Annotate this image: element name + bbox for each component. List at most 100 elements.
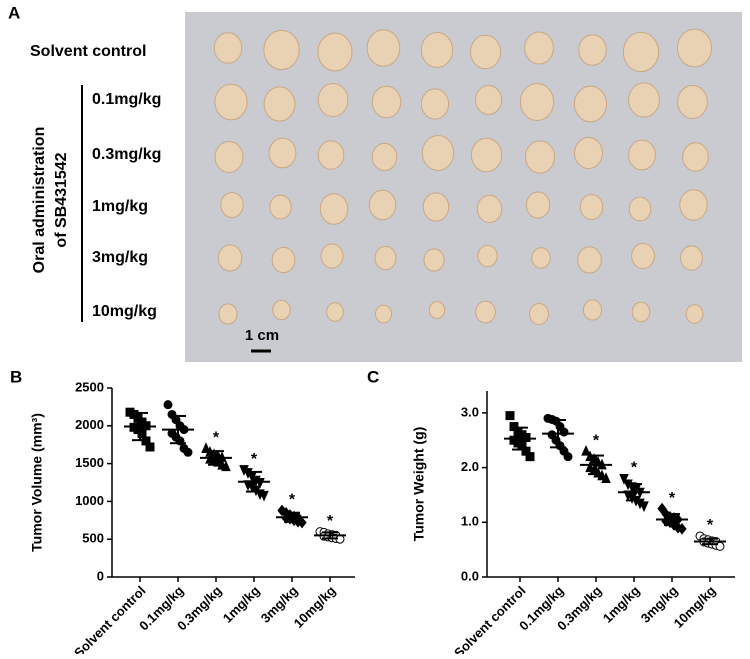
tumor bbox=[374, 245, 397, 271]
tumor bbox=[477, 244, 498, 268]
y-axis-label: Tumor Volume (mm³) bbox=[29, 413, 45, 552]
tumor bbox=[529, 303, 549, 325]
y-tick-label: 0 bbox=[97, 568, 104, 583]
significance-mark: * bbox=[289, 492, 296, 509]
tumor bbox=[214, 83, 248, 121]
tumor bbox=[217, 244, 243, 272]
tumor bbox=[676, 28, 713, 68]
tumor bbox=[677, 85, 708, 119]
tumor bbox=[272, 299, 291, 321]
point bbox=[221, 460, 231, 472]
significance-mark: * bbox=[631, 460, 638, 477]
tumor bbox=[220, 192, 244, 218]
tumor bbox=[531, 247, 551, 269]
tumor bbox=[475, 300, 496, 324]
tumor bbox=[631, 301, 651, 323]
tumor-photo bbox=[213, 28, 713, 325]
tumor bbox=[271, 246, 296, 274]
tumor bbox=[263, 29, 300, 71]
tumor bbox=[269, 194, 292, 220]
tumor bbox=[326, 302, 344, 322]
y-tick-label: 1500 bbox=[75, 455, 104, 470]
tumor bbox=[320, 243, 344, 269]
y-tick-label: 0.0 bbox=[461, 568, 479, 583]
tumor bbox=[218, 303, 238, 325]
row-label: 3mg/kg bbox=[92, 249, 148, 266]
tumor bbox=[631, 242, 655, 270]
photo-background bbox=[185, 12, 742, 362]
point bbox=[563, 452, 573, 462]
tumor bbox=[420, 32, 454, 68]
point bbox=[163, 400, 173, 410]
tumor bbox=[213, 32, 243, 64]
tumor bbox=[573, 85, 608, 123]
point bbox=[581, 444, 591, 456]
y-tick-label: 2500 bbox=[75, 379, 104, 394]
tumor bbox=[680, 245, 703, 271]
point bbox=[677, 523, 687, 535]
tumor bbox=[371, 85, 402, 119]
point bbox=[505, 411, 515, 421]
tumor bbox=[524, 140, 556, 174]
tumor bbox=[474, 85, 503, 115]
y-tick-label: 1000 bbox=[75, 493, 104, 508]
y-tick-label: 2.0 bbox=[461, 459, 479, 474]
y-axis-label: Tumor Weight (g) bbox=[411, 427, 427, 542]
panel-label: A bbox=[8, 3, 20, 22]
tumor bbox=[428, 301, 446, 319]
y-tick-label: 3.0 bbox=[461, 404, 479, 419]
point bbox=[145, 442, 155, 452]
x-tick-label: 1mg/kg bbox=[600, 583, 643, 626]
tumor bbox=[574, 136, 603, 170]
x-tick-label: Solvent control bbox=[451, 583, 529, 654]
tumor bbox=[628, 82, 660, 118]
tumor bbox=[317, 32, 353, 72]
tumor bbox=[371, 142, 398, 172]
tumor bbox=[685, 304, 704, 324]
tumor bbox=[628, 139, 656, 171]
group-label: Oral administration bbox=[31, 127, 48, 274]
point bbox=[601, 472, 611, 484]
tumor bbox=[317, 140, 345, 170]
tumor bbox=[368, 189, 397, 221]
point bbox=[525, 452, 535, 462]
tumor bbox=[582, 299, 603, 321]
tumor bbox=[263, 86, 296, 122]
x-tick-label: 10mg/kg bbox=[671, 583, 719, 631]
significance-mark: * bbox=[669, 490, 676, 507]
x-tick-label: 10mg/kg bbox=[291, 583, 339, 631]
point bbox=[259, 490, 269, 502]
row-label: Solvent control bbox=[30, 43, 146, 60]
panel-label: C bbox=[367, 367, 379, 386]
significance-mark: * bbox=[707, 517, 714, 534]
tumor bbox=[422, 192, 450, 222]
tumor bbox=[421, 135, 455, 171]
tumor bbox=[374, 304, 393, 324]
tumor bbox=[679, 189, 708, 221]
tumor bbox=[628, 196, 652, 222]
point bbox=[639, 501, 649, 513]
row-label: 10mg/kg bbox=[92, 303, 157, 320]
tumor bbox=[476, 194, 503, 224]
tumor bbox=[682, 142, 709, 172]
tumor bbox=[469, 34, 502, 70]
point bbox=[559, 427, 569, 437]
group-label: of SB431542 bbox=[53, 152, 70, 247]
significance-mark: * bbox=[213, 430, 220, 447]
y-tick-label: 1.0 bbox=[461, 514, 479, 529]
point bbox=[619, 474, 629, 485]
row-label: 1mg/kg bbox=[92, 198, 148, 215]
tumor bbox=[268, 137, 297, 169]
row-label: 0.1mg/kg bbox=[92, 91, 161, 108]
tumor bbox=[420, 88, 450, 120]
scale-bar-label: 1 cm bbox=[245, 327, 279, 344]
y-tick-label: 2000 bbox=[75, 417, 104, 432]
x-tick-label: Solvent control bbox=[71, 583, 149, 654]
tumor bbox=[214, 140, 244, 174]
significance-mark: * bbox=[593, 432, 600, 449]
x-tick-label: 1mg/kg bbox=[220, 583, 263, 626]
tumor bbox=[524, 31, 554, 65]
y-tick-label: 500 bbox=[82, 531, 104, 546]
row-label: 0.3mg/kg bbox=[92, 146, 161, 163]
